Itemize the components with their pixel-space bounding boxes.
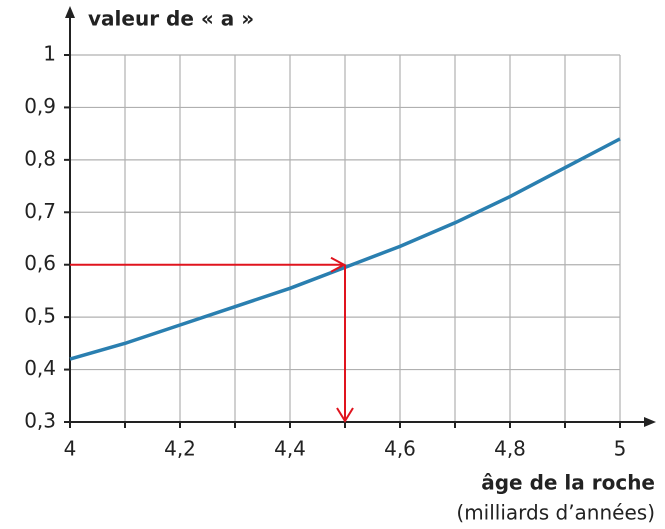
x-tick-label: 4	[64, 437, 77, 461]
y-tick-label: 0,6	[24, 251, 56, 275]
x-axis-unit: (milliards d’années)	[456, 501, 655, 525]
x-tick-label: 4,2	[164, 437, 196, 461]
x-tick-label: 5	[614, 437, 627, 461]
x-axis-arrow	[644, 417, 656, 427]
x-axis-label: âge de la roche	[481, 471, 655, 495]
y-tick-label: 0,4	[24, 356, 56, 380]
x-tick-label: 4,4	[274, 437, 306, 461]
y-axis-label: valeur de « a »	[88, 7, 254, 31]
y-tick-label: 1	[43, 42, 56, 66]
reading-arrow-head	[336, 407, 354, 423]
reading-arrow-head	[330, 256, 347, 273]
y-tick-label: 0,8	[24, 146, 56, 170]
x-tick-label: 4,8	[494, 437, 526, 461]
y-tick-label: 0,7	[24, 199, 56, 223]
y-tick-label: 0,9	[24, 94, 56, 118]
y-axis-arrow	[65, 6, 75, 18]
y-tick-label: 0,5	[24, 304, 56, 328]
x-tick-label: 4,6	[384, 437, 416, 461]
y-tick-label: 0,3	[24, 409, 56, 433]
